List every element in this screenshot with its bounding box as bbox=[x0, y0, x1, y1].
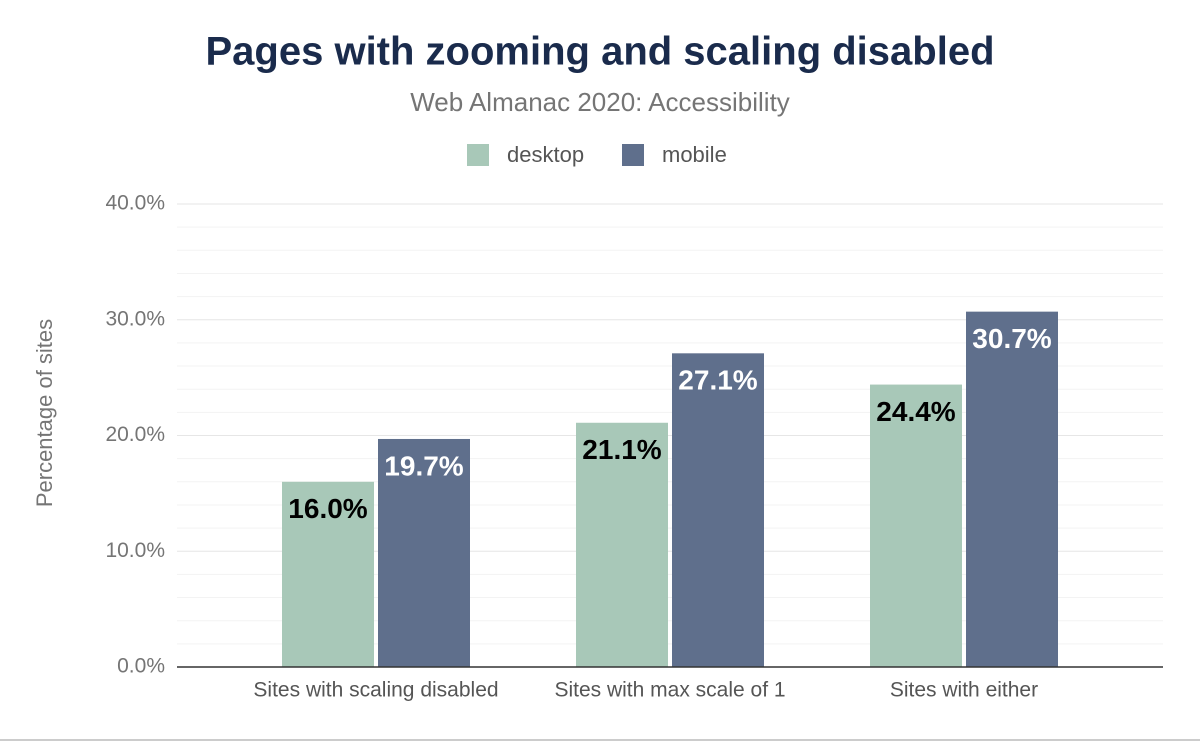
legend-label: desktop bbox=[507, 142, 584, 167]
x-tick-label: Sites with scaling disabled bbox=[253, 679, 498, 702]
data-label: 19.7% bbox=[384, 450, 463, 481]
legend-swatch bbox=[467, 144, 489, 166]
chart-subtitle: Web Almanac 2020: Accessibility bbox=[410, 87, 790, 117]
data-label: 16.0% bbox=[288, 493, 367, 524]
bar bbox=[966, 311, 1058, 667]
legend-label: mobile bbox=[662, 142, 727, 167]
data-label: 30.7% bbox=[972, 323, 1051, 354]
y-tick-label: 40.0% bbox=[105, 192, 165, 215]
bar bbox=[576, 422, 668, 667]
y-tick-label: 20.0% bbox=[105, 423, 165, 446]
bar bbox=[282, 481, 374, 667]
x-tick-label: Sites with either bbox=[890, 679, 1038, 702]
data-label: 27.1% bbox=[678, 365, 757, 396]
y-tick-label: 0.0% bbox=[117, 655, 165, 678]
data-label: 21.1% bbox=[582, 434, 661, 465]
bar bbox=[870, 384, 962, 667]
bar bbox=[378, 438, 470, 667]
x-tick-label: Sites with max scale of 1 bbox=[554, 679, 785, 702]
y-tick-label: 30.0% bbox=[105, 307, 165, 330]
chart-title: Pages with zooming and scaling disabled bbox=[205, 30, 994, 74]
y-tick-label: 10.0% bbox=[105, 539, 165, 562]
bar bbox=[672, 353, 764, 667]
data-label: 24.4% bbox=[876, 396, 955, 427]
legend-swatch bbox=[622, 144, 644, 166]
y-axis-title: Percentage of sites bbox=[32, 319, 57, 507]
